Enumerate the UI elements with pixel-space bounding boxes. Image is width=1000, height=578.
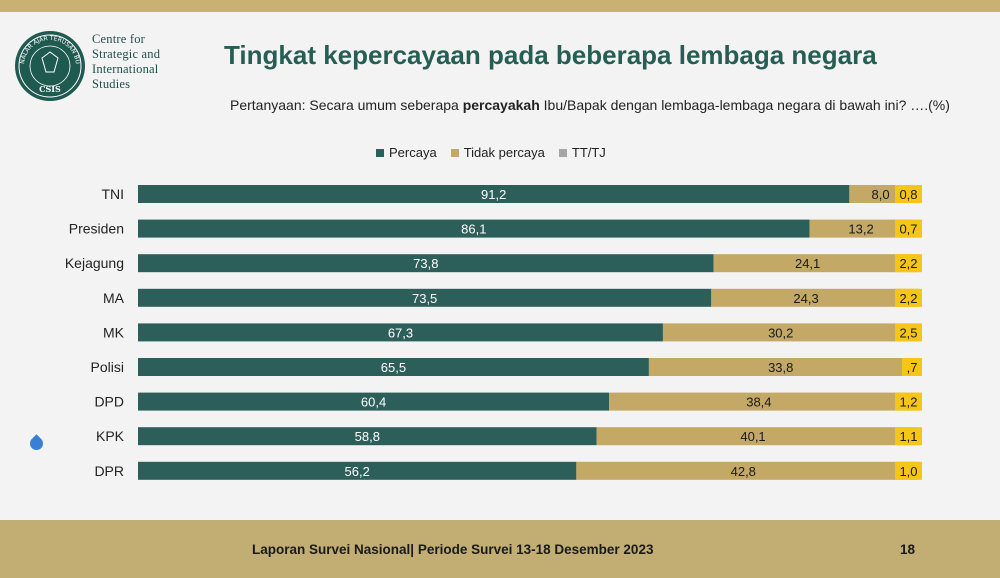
- survey-question: Pertanyaan: Secara umum seberapa percaya…: [230, 96, 950, 114]
- bar-dpd-percaya: [138, 392, 610, 411]
- category-label-presiden: Presiden: [69, 221, 124, 237]
- value-label-kejagung-tt-tj: 2,2: [899, 256, 917, 271]
- category-label-kejagung: Kejagung: [65, 255, 124, 271]
- value-label-polisi-tidak-percaya: 33,8: [768, 360, 793, 375]
- label-box-kpk-tt-tj: [895, 427, 922, 446]
- bar-kejagung-percaya: [138, 254, 714, 273]
- page-number: 18: [900, 542, 916, 557]
- bar-ma-percaya: [138, 288, 712, 307]
- legend-item-tidak-percaya: Tidak percaya: [450, 145, 545, 160]
- value-label-mk-tidak-percaya: 30,2: [768, 325, 793, 340]
- top-band: [0, 0, 1000, 12]
- category-label-dpd: DPD: [94, 394, 124, 410]
- legend-swatch-tidak-percaya: [450, 148, 459, 157]
- page-title: Tingkat kepercayaan pada beberapa lembag…: [224, 40, 877, 70]
- label-box-kejagung-tt-tj: [895, 254, 922, 273]
- value-label-presiden-tt-tj: 0,7: [899, 222, 917, 237]
- logo-line-4: Studies: [92, 77, 131, 91]
- bar-polisi-percaya: [138, 358, 649, 376]
- value-label-kpk-percaya: 58,8: [355, 429, 380, 444]
- legend-label-percaya: Percaya: [389, 145, 437, 160]
- value-label-ma-tt-tj: 2,2: [899, 291, 917, 306]
- category-label-ma: MA: [103, 290, 125, 306]
- logo-wordmark: Centre for Strategic and International S…: [92, 32, 160, 92]
- bar-mk-tidak-percaya: [662, 323, 899, 342]
- bar-ma-tidak-percaya: [711, 288, 901, 307]
- label-box-dpr-tt-tj: [895, 461, 922, 480]
- legend-swatch-tt-tj: [558, 148, 567, 157]
- value-label-kejagung-tidak-percaya: 24,1: [795, 256, 820, 271]
- value-label-tni-percaya: 91,2: [481, 187, 506, 202]
- bar-polisi-tidak-percaya: [648, 358, 913, 376]
- bar-presiden-tidak-percaya: [809, 219, 913, 238]
- bar-presiden-percaya: [138, 219, 810, 238]
- value-label-ma-percaya: 73,5: [412, 291, 437, 306]
- value-label-dpd-percaya: 60,4: [361, 395, 386, 410]
- question-suffix: Ibu/Bapak dengan lembaga-lembaga negara …: [539, 97, 950, 113]
- value-label-tni-tidak-percaya: 8,0: [872, 187, 890, 202]
- value-label-polisi-tt-tj: ,7: [907, 360, 918, 375]
- value-label-dpr-tt-tj: 1,0: [899, 464, 917, 479]
- logo-line-2: Strategic and: [92, 47, 161, 61]
- value-label-presiden-percaya: 86,1: [461, 222, 486, 237]
- label-box-ma-tt-tj: [895, 288, 922, 307]
- category-label-mk: MK: [103, 324, 125, 340]
- value-label-mk-percaya: 67,3: [388, 325, 413, 340]
- label-box-tni-tt-tj: [895, 185, 922, 203]
- legend-label-tidak-percaya: Tidak percaya: [463, 145, 545, 160]
- label-box-presiden-tt-tj: [895, 219, 922, 238]
- bar-kejagung-tidak-percaya: [713, 254, 902, 273]
- value-label-kejagung-percaya: 73,8: [413, 256, 438, 271]
- bar-kpk-tidak-percaya: [596, 427, 910, 446]
- logo-seal-text: CSIS: [39, 84, 61, 94]
- label-box-polisi-tt-tj: [902, 358, 922, 376]
- value-label-mk-tt-tj: 2,5: [899, 325, 917, 340]
- label-box-dpd-tt-tj: [895, 392, 922, 411]
- value-label-dpr-tidak-percaya: 42,8: [731, 464, 756, 479]
- legend-label-tt-tj: TT/TJ: [571, 145, 606, 160]
- footer-band: [0, 520, 1000, 578]
- bar-tni-percaya: [138, 185, 850, 203]
- value-label-kpk-tt-tj: 1,1: [899, 429, 917, 444]
- logo-line-1: Centre for: [92, 32, 146, 46]
- bar-dpr-tidak-percaya: [576, 461, 911, 480]
- footer-text: Laporan Survei Nasional| Periode Survei …: [252, 542, 654, 557]
- legend-swatch-percaya: [376, 148, 384, 157]
- value-label-kpk-tidak-percaya: 40,1: [740, 429, 765, 444]
- category-label-polisi: Polisi: [91, 359, 124, 375]
- value-label-dpd-tt-tj: 1,2: [899, 395, 917, 410]
- value-label-presiden-tidak-percaya: 13,2: [848, 222, 873, 237]
- legend-item-tt-tj: TT/TJ: [558, 145, 606, 160]
- category-label-dpr: DPR: [94, 463, 124, 479]
- bar-mk-percaya: [138, 323, 663, 342]
- bar-kpk-percaya: [138, 427, 597, 446]
- value-label-ma-tidak-percaya: 24,3: [793, 291, 818, 306]
- value-label-dpd-tidak-percaya: 38,4: [746, 395, 771, 410]
- legend-item-percaya: Percaya: [376, 145, 437, 160]
- category-label-kpk: KPK: [96, 428, 125, 444]
- value-label-tni-tt-tj: 0,8: [899, 187, 917, 202]
- value-label-polisi-percaya: 65,5: [381, 360, 406, 375]
- question-emphasis: percayakah: [462, 97, 540, 113]
- bar-dpr-percaya: [138, 461, 577, 480]
- label-box-mk-tt-tj: [895, 323, 922, 342]
- logo-line-3: International: [92, 62, 159, 76]
- bar-dpd-tidak-percaya: [609, 392, 909, 411]
- csis-logo: NALAR AJAR TERUSAN BUDI CSIS: [14, 30, 85, 101]
- question-prefix: Pertanyaan: Secara umum seberapa: [230, 97, 463, 113]
- category-label-tni: TNI: [101, 186, 124, 202]
- value-label-dpr-percaya: 56,2: [345, 464, 370, 479]
- chart-legend: Percaya Tidak percaya TT/TJ: [376, 145, 606, 160]
